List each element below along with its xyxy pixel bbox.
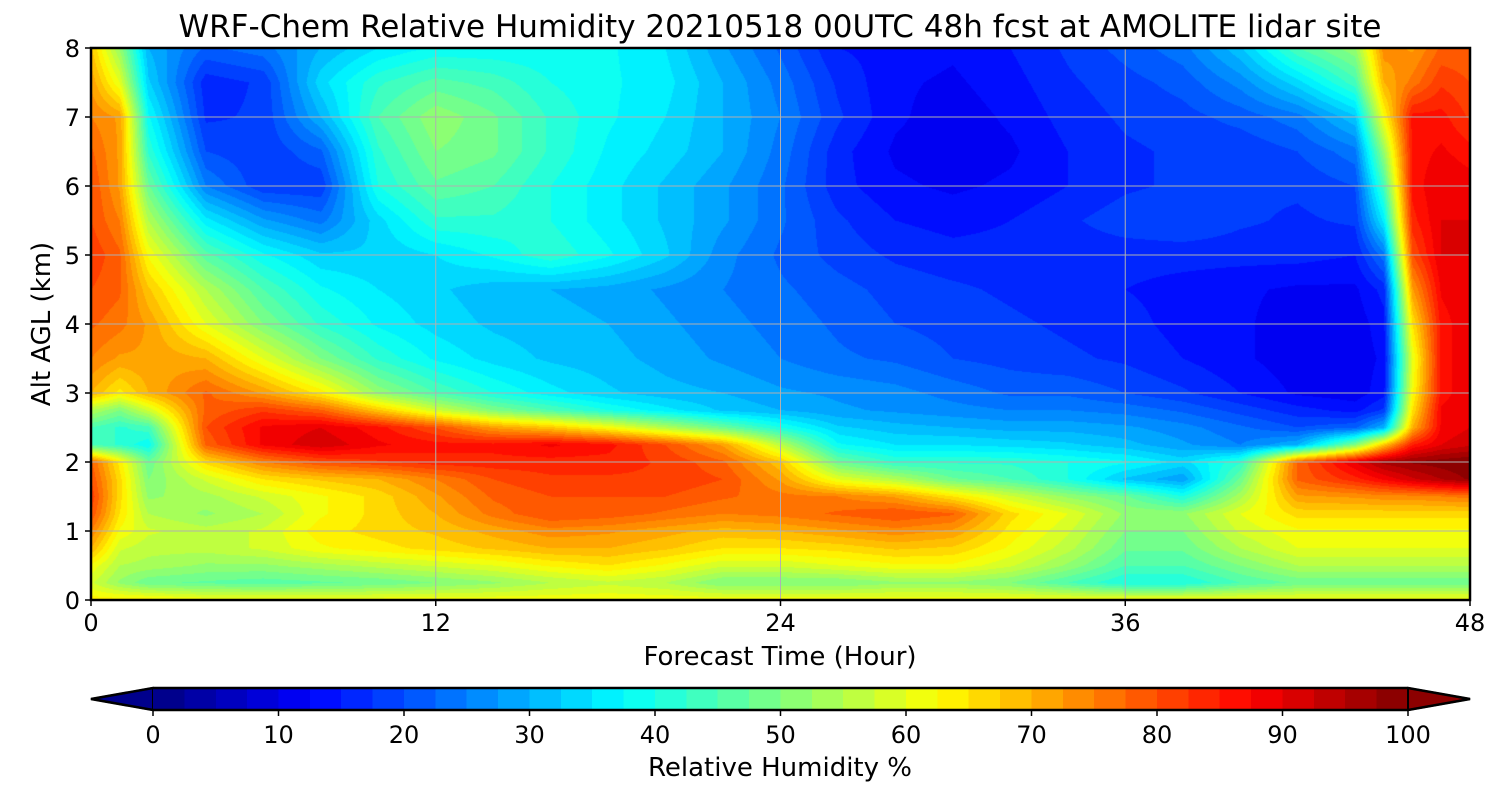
x-tick-label: 12: [420, 609, 451, 637]
colorbar-extend-low: [90, 686, 154, 712]
x-tick-label: 36: [1110, 609, 1141, 637]
colorbar-tick-label: 90: [1267, 721, 1298, 749]
colorbar: [153, 688, 1408, 710]
grid-lines: [90, 47, 1471, 601]
chart-title: WRF-Chem Relative Humidity 20210518 00UT…: [178, 9, 1382, 45]
y-tick-label: 1: [65, 518, 80, 546]
colorbar-tick-label: 40: [640, 721, 671, 749]
colorbar-tick-label: 100: [1385, 721, 1431, 749]
y-tick-label: 8: [65, 35, 80, 63]
y-tick-label: 7: [65, 104, 80, 132]
y-tick-label: 5: [65, 242, 80, 270]
x-tick-label: 0: [83, 609, 98, 637]
x-tick-label: 24: [765, 609, 796, 637]
x-tick-label: 48: [1455, 609, 1486, 637]
y-tick-label: 3: [65, 380, 80, 408]
colorbar-ticks: 0 10 20 30 40 50 60 70 80 90 100: [145, 710, 1431, 749]
colorbar-tick-label: 20: [389, 721, 420, 749]
y-tick-label: 0: [65, 587, 80, 615]
y-tick-label: 2: [65, 449, 80, 477]
colorbar-tick-label: 60: [891, 721, 922, 749]
colorbar-tick-label: 80: [1142, 721, 1173, 749]
colorbar-tick-label: 30: [514, 721, 545, 749]
x-axis-title: Forecast Time (Hour): [643, 642, 916, 672]
y-tick-label: 6: [65, 173, 80, 201]
x-axis-ticks: 0 12 24 36 48: [83, 600, 1485, 637]
y-axis-title: Alt AGL (km): [27, 242, 57, 406]
y-axis-ticks: 0 1 2 3 4 5 6 7 8: [65, 35, 91, 615]
colorbar-tick-label: 70: [1016, 721, 1047, 749]
colorbar-title: Relative Humidity %: [648, 753, 912, 783]
colorbar-tick-label: 0: [145, 721, 160, 749]
colorbar-extend-high: [1407, 686, 1471, 712]
colorbar-tick-label: 10: [263, 721, 294, 749]
y-tick-label: 4: [65, 311, 80, 339]
colorbar-tick-label: 50: [765, 721, 796, 749]
